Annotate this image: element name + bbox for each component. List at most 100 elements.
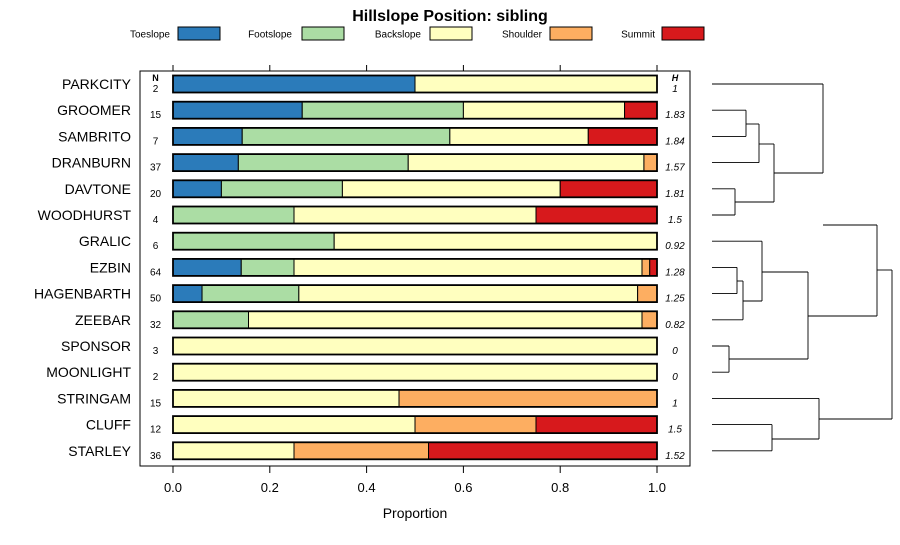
h-value: 0.92 (665, 241, 685, 252)
bar-outline (172, 179, 658, 199)
h-value: 1.5 (668, 425, 682, 436)
bar-segment (172, 153, 239, 172)
legend-label: Toeslope (130, 30, 170, 41)
bar-segment (587, 127, 658, 146)
n-value: 20 (150, 189, 162, 200)
bar-segment (172, 284, 203, 303)
category-label: GRALIC (79, 233, 131, 249)
bar-outline (172, 310, 658, 330)
x-tick-label: 0.0 (164, 480, 182, 495)
category-label: SPONSOR (61, 338, 131, 354)
legend-swatch (429, 26, 473, 41)
bar-segment (407, 153, 645, 172)
bar-segment (298, 284, 639, 303)
h-value: 0 (672, 346, 678, 357)
h-value: 1.84 (665, 136, 685, 147)
bar-segment (241, 127, 451, 146)
bar-segment (462, 101, 626, 120)
legend-label: Backslope (375, 30, 422, 41)
bar-segment (293, 258, 643, 277)
bar-segment (637, 284, 658, 303)
plot-area: N H PARKCITY 2 1 GROOMER 15 1.83 SAMBRITO 7 1.84 DR… (34, 65, 691, 495)
bar-segment (237, 153, 409, 172)
bar-outline (172, 127, 658, 146)
n-value: 15 (150, 110, 162, 121)
category-label: STARLEY (68, 443, 131, 459)
bar-outline (172, 231, 658, 251)
n-value: 2 (153, 84, 159, 95)
bar-segment (172, 127, 243, 146)
h-value: 0 (672, 372, 678, 383)
bar-segment (649, 258, 658, 277)
bar-segment (172, 363, 658, 382)
bar-segment (535, 415, 658, 434)
bar-segment (398, 389, 658, 408)
bar-outline (172, 153, 658, 173)
bar-segment (428, 441, 658, 460)
n-value: 50 (150, 294, 162, 305)
n-value: 32 (150, 320, 162, 331)
legend-swatch (549, 26, 593, 41)
category-label: PARKCITY (62, 76, 132, 92)
bar-segment (172, 101, 303, 120)
bar-segment (172, 75, 416, 93)
category-label: SAMBRITO (58, 128, 131, 144)
n-value: 37 (150, 163, 162, 174)
chart-title: Hillslope Position: sibling (352, 8, 548, 25)
n-value: 6 (153, 241, 159, 252)
x-tick-label: 0.2 (261, 480, 279, 495)
legend-swatch (661, 26, 705, 41)
n-value: 64 (150, 267, 162, 278)
n-value: 2 (153, 372, 159, 383)
x-tick-label: 0.4 (358, 480, 376, 495)
bar-segment (172, 389, 400, 408)
bar-segment (220, 179, 343, 198)
category-label: GROOMER (57, 102, 131, 118)
bar-outline (172, 388, 658, 408)
bar-segment (333, 232, 658, 251)
bar-segment (293, 441, 430, 460)
category-label: ZEEBAR (75, 312, 131, 328)
bar-segment (172, 258, 242, 277)
x-tick-label: 0.8 (551, 480, 569, 495)
bar-segment (301, 101, 464, 120)
category-label: WOODHURST (38, 207, 132, 223)
dendrogram (712, 83, 893, 452)
n-value: 36 (150, 451, 162, 462)
legend-swatch (301, 26, 345, 41)
category-label: CLUFF (86, 417, 131, 433)
category-label: MOONLIGHT (46, 364, 131, 380)
bar-outline (172, 257, 658, 277)
n-value: 3 (153, 346, 159, 357)
bar-segment (248, 310, 643, 329)
n-value: 4 (153, 215, 159, 226)
category-label: DAVTONE (65, 181, 131, 197)
h-value: 1.25 (665, 294, 685, 305)
bar-outline (172, 415, 658, 435)
bar-segment (172, 179, 222, 198)
bar-segment (414, 415, 537, 434)
bar-segment (172, 310, 250, 329)
bar-outline (172, 284, 658, 304)
legend: Toeslope Footslope Backslope Shoulder Summit (130, 26, 705, 41)
legend-label: Summit (621, 30, 655, 41)
h-value: 1.28 (665, 267, 685, 278)
category-label: STRINGAM (57, 390, 131, 406)
legend-label: Footslope (248, 30, 292, 41)
h-value: 1 (672, 84, 678, 95)
bar-segment (624, 101, 658, 120)
bar-outline (172, 441, 658, 461)
bar-outline (172, 205, 658, 225)
bar-segment (172, 206, 295, 224)
h-value: 1 (672, 398, 678, 409)
bar-segment (172, 337, 658, 355)
bar-outline (172, 362, 658, 382)
category-label: EZBIN (90, 259, 131, 275)
legend-swatch (177, 26, 221, 41)
bar-segment (293, 206, 537, 224)
h-value: 1.52 (665, 451, 685, 462)
h-value: 1.81 (665, 189, 684, 200)
bar-segment (449, 127, 589, 146)
